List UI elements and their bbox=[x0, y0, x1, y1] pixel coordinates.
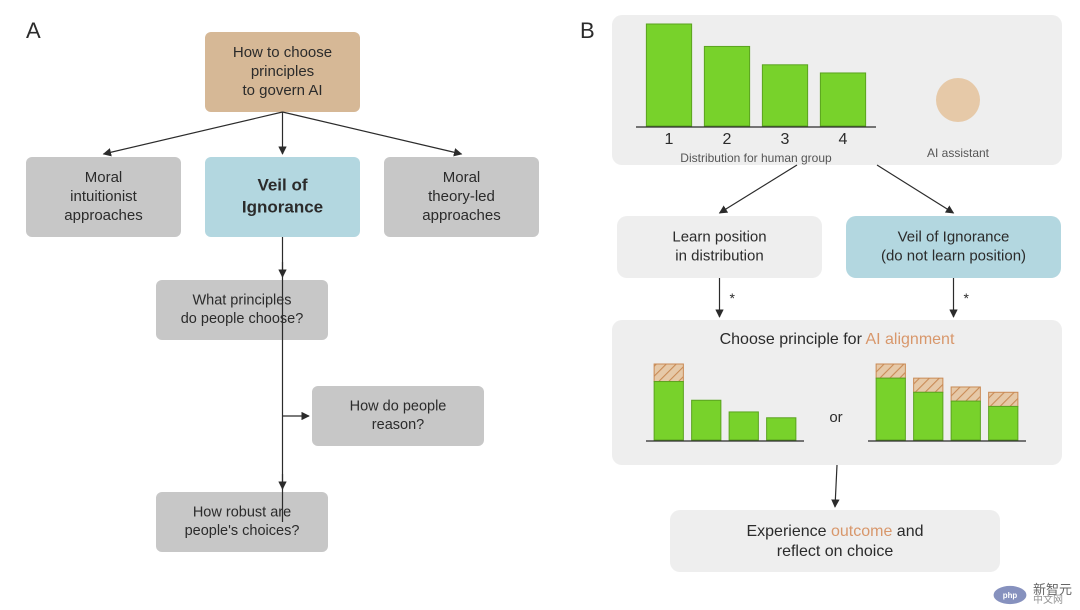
svg-text:reason?: reason? bbox=[372, 417, 424, 433]
svg-text:How to choose: How to choose bbox=[233, 44, 332, 61]
svg-text:1: 1 bbox=[665, 131, 674, 148]
question-box-2: How robust are people's choices? bbox=[156, 492, 328, 552]
svg-text:approaches: approaches bbox=[64, 207, 142, 224]
svg-text:in distribution: in distribution bbox=[675, 248, 763, 265]
row2-box-1: Veil of Ignorance bbox=[205, 157, 360, 237]
asterisk: * bbox=[730, 290, 736, 306]
svg-text:approaches: approaches bbox=[422, 207, 500, 224]
svg-text:do people choose?: do people choose? bbox=[181, 311, 304, 327]
outcome-line2: reflect on choice bbox=[777, 543, 894, 560]
svg-text:php: php bbox=[1003, 590, 1018, 599]
svg-text:Distribution for human group: Distribution for human group bbox=[680, 151, 832, 165]
svg-text:principles: principles bbox=[251, 63, 314, 80]
outcome-container bbox=[670, 510, 1000, 572]
ai-assistant-dot bbox=[936, 78, 980, 122]
arrow bbox=[720, 165, 798, 213]
choose-title: Choose principle for AI alignment bbox=[720, 331, 955, 348]
svg-text:Moral: Moral bbox=[85, 169, 123, 186]
branch-box-1: Veil of Ignorance (do not learn position) bbox=[846, 216, 1061, 278]
asterisk: * bbox=[964, 290, 970, 306]
svg-text:How robust are: How robust are bbox=[193, 505, 291, 521]
svg-text:theory-led: theory-led bbox=[428, 188, 495, 205]
svg-text:to govern AI: to govern AI bbox=[242, 82, 322, 99]
arrow bbox=[877, 165, 954, 213]
diagram-canvas: How to choose principles to govern AI Moral… bbox=[0, 0, 1080, 610]
watermark: php 新智元 中文网 bbox=[993, 583, 1072, 606]
panel-b-label: B bbox=[580, 18, 595, 44]
question-box-1: How do people reason? bbox=[312, 386, 484, 446]
svg-text:intuitionist: intuitionist bbox=[70, 188, 138, 205]
panel-a-label: A bbox=[26, 18, 41, 44]
arrow bbox=[104, 112, 283, 154]
outcome-line1: Experience outcome and bbox=[746, 523, 923, 540]
php-icon: php bbox=[993, 585, 1027, 605]
watermark-sub: 中文网 bbox=[1033, 596, 1072, 606]
branch-box-0: Learn position in distribution bbox=[617, 216, 822, 278]
svg-text:Ignorance: Ignorance bbox=[242, 197, 323, 216]
svg-text:Veil of: Veil of bbox=[257, 176, 307, 195]
arrow bbox=[283, 112, 462, 154]
or-label: or bbox=[829, 409, 842, 426]
svg-text:Veil of Ignorance: Veil of Ignorance bbox=[898, 228, 1010, 245]
arrow bbox=[835, 465, 837, 507]
svg-text:(do not learn position): (do not learn position) bbox=[881, 248, 1026, 265]
svg-text:people's choices?: people's choices? bbox=[185, 523, 300, 539]
svg-text:Moral: Moral bbox=[443, 169, 481, 186]
row2-box-2: Moral theory-led approaches bbox=[384, 157, 539, 237]
question-box-0: What principles do people choose? bbox=[156, 280, 328, 340]
svg-text:4: 4 bbox=[839, 131, 848, 148]
ai-assistant-label: AI assistant bbox=[927, 146, 990, 160]
svg-text:How do people: How do people bbox=[350, 399, 447, 415]
root-box: How to choose principles to govern AI bbox=[205, 32, 360, 112]
svg-text:What principles: What principles bbox=[192, 293, 291, 309]
svg-text:3: 3 bbox=[781, 131, 790, 148]
svg-text:2: 2 bbox=[723, 131, 732, 148]
row2-box-0: Moral intuitionist approaches bbox=[26, 157, 181, 237]
svg-text:Learn position: Learn position bbox=[672, 228, 766, 245]
